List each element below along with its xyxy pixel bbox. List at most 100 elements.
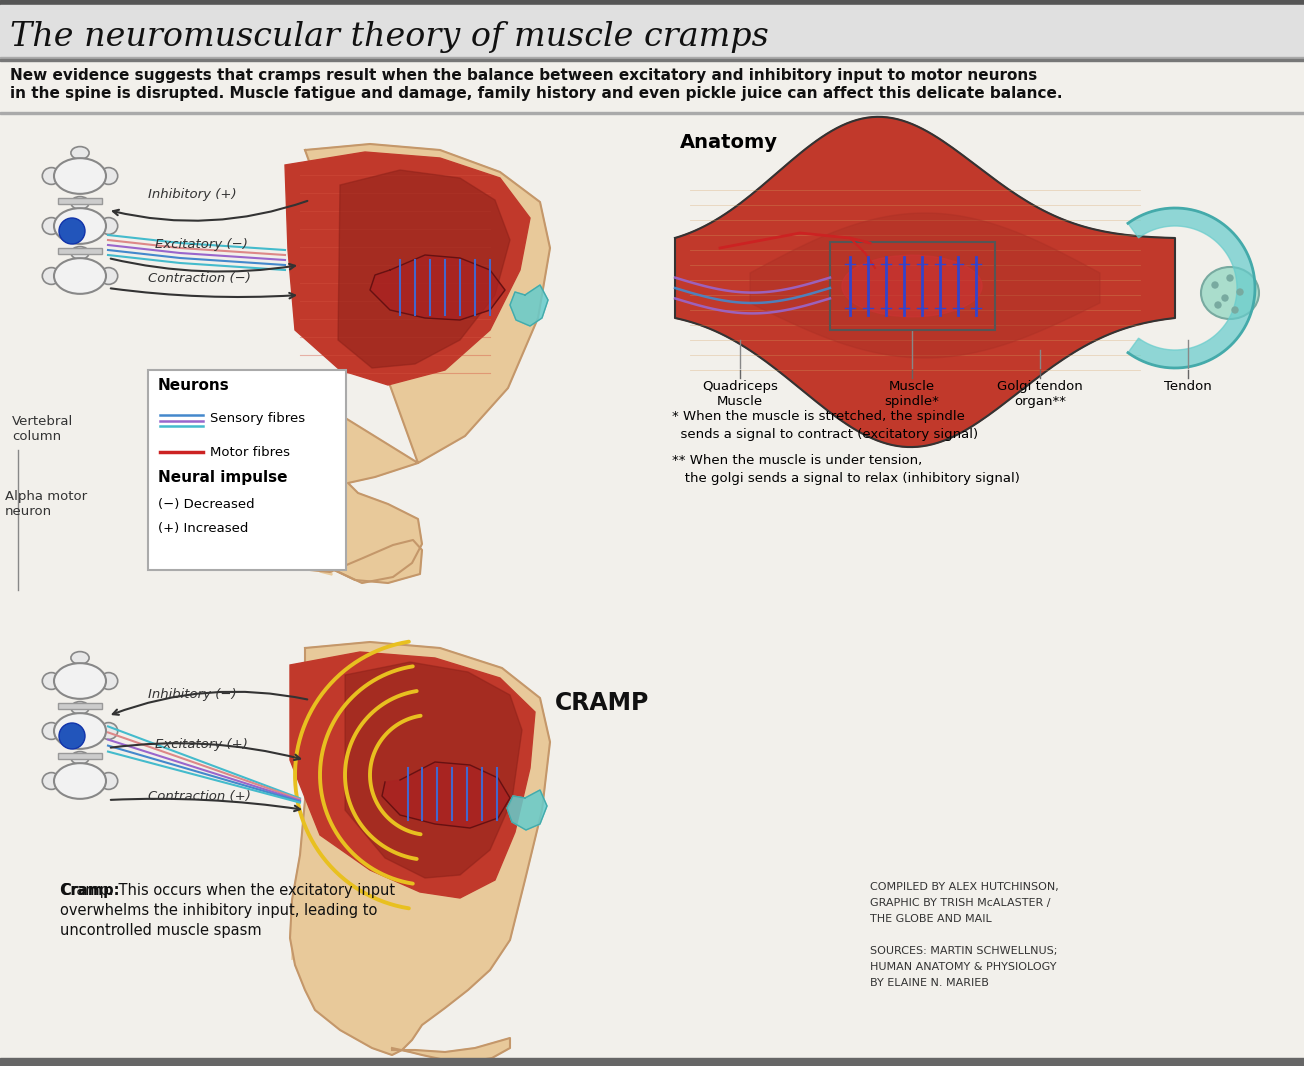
- Text: Vertebral
column: Vertebral column: [12, 415, 73, 443]
- Bar: [0, 56, 1304, 59]
- Polygon shape: [510, 285, 548, 326]
- Ellipse shape: [53, 663, 106, 699]
- Text: * When the muscle is stretched, the spindle: * When the muscle is stretched, the spin…: [672, 410, 965, 423]
- Ellipse shape: [42, 673, 60, 690]
- Text: The neuromuscular theory of muscle cramps: The neuromuscular theory of muscle cramp…: [10, 21, 769, 53]
- Bar: [831, 242, 995, 330]
- Text: (+) Increased: (+) Increased: [158, 522, 248, 535]
- Polygon shape: [299, 520, 333, 575]
- Bar: [0, 5, 1304, 56]
- Polygon shape: [382, 762, 510, 828]
- Polygon shape: [292, 840, 305, 960]
- Text: Inhibitory (−): Inhibitory (−): [147, 688, 236, 701]
- Text: Neural impulse: Neural impulse: [158, 470, 287, 485]
- Text: Neurons: Neurons: [158, 378, 230, 393]
- Polygon shape: [750, 213, 1101, 358]
- Polygon shape: [393, 1038, 510, 1062]
- Bar: [0, 0, 1304, 5]
- Ellipse shape: [70, 246, 89, 259]
- Polygon shape: [370, 255, 505, 320]
- Text: Excitatory (−): Excitatory (−): [155, 238, 248, 251]
- Polygon shape: [289, 652, 535, 898]
- Polygon shape: [346, 662, 522, 878]
- Ellipse shape: [1201, 266, 1258, 319]
- Text: Contraction (+): Contraction (+): [147, 790, 250, 803]
- Text: Cramp:: Cramp:: [60, 883, 120, 898]
- Circle shape: [1237, 289, 1243, 295]
- Bar: [0, 1057, 1304, 1066]
- Text: Sensory fibres: Sensory fibres: [210, 411, 305, 425]
- Circle shape: [1232, 307, 1237, 313]
- Ellipse shape: [42, 167, 60, 184]
- Bar: [0, 112, 1304, 114]
- Bar: [59, 702, 102, 709]
- Bar: [0, 59, 1304, 61]
- Ellipse shape: [99, 723, 117, 740]
- Polygon shape: [289, 642, 550, 1055]
- Text: SOURCES: MARTIN SCHWELLNUS;: SOURCES: MARTIN SCHWELLNUS;: [870, 946, 1058, 956]
- Text: Muscle
spindle*: Muscle spindle*: [884, 379, 939, 408]
- Ellipse shape: [42, 773, 60, 790]
- Polygon shape: [286, 152, 529, 385]
- Ellipse shape: [99, 268, 117, 285]
- Ellipse shape: [70, 651, 89, 664]
- Ellipse shape: [99, 167, 117, 184]
- Text: Golgi tendon
organ**: Golgi tendon organ**: [998, 379, 1082, 408]
- Circle shape: [59, 219, 85, 244]
- Text: Inhibitory (+): Inhibitory (+): [147, 188, 236, 201]
- Text: sends a signal to contract (excitatory signal): sends a signal to contract (excitatory s…: [672, 429, 978, 441]
- Circle shape: [1222, 295, 1228, 301]
- Polygon shape: [338, 169, 510, 368]
- Ellipse shape: [53, 763, 106, 798]
- Ellipse shape: [99, 217, 117, 235]
- Text: Motor fibres: Motor fibres: [210, 446, 289, 459]
- Circle shape: [1211, 282, 1218, 288]
- Ellipse shape: [42, 268, 60, 285]
- Ellipse shape: [42, 217, 60, 235]
- Text: BY ELAINE N. MARIEB: BY ELAINE N. MARIEB: [870, 978, 988, 988]
- Text: Tendon: Tendon: [1164, 379, 1211, 393]
- Circle shape: [1227, 275, 1234, 281]
- Text: in the spine is disrupted. Muscle fatigue and damage, family history and even pi: in the spine is disrupted. Muscle fatigu…: [10, 86, 1063, 101]
- Text: New evidence suggests that cramps result when the balance between excitatory and: New evidence suggests that cramps result…: [10, 68, 1037, 83]
- Text: Cramp: This occurs when the excitatory input: Cramp: This occurs when the excitatory i…: [60, 883, 395, 898]
- Ellipse shape: [53, 208, 106, 244]
- Ellipse shape: [70, 701, 89, 714]
- Text: Quadriceps
Muscle: Quadriceps Muscle: [702, 379, 778, 408]
- Text: GRAPHIC BY TRISH McALASTER /: GRAPHIC BY TRISH McALASTER /: [870, 898, 1051, 908]
- Polygon shape: [675, 117, 1175, 447]
- Text: CRAMP: CRAMP: [556, 691, 649, 715]
- Polygon shape: [507, 790, 546, 830]
- Ellipse shape: [53, 158, 106, 194]
- Bar: [59, 753, 102, 759]
- Ellipse shape: [53, 713, 106, 748]
- Bar: [59, 247, 102, 254]
- Text: uncontrolled muscle spasm: uncontrolled muscle spasm: [60, 923, 262, 938]
- Circle shape: [1215, 302, 1221, 308]
- Circle shape: [59, 723, 85, 749]
- Ellipse shape: [842, 255, 982, 317]
- Text: Contraction (−): Contraction (−): [147, 272, 250, 285]
- Ellipse shape: [42, 723, 60, 740]
- Polygon shape: [1128, 208, 1254, 368]
- Ellipse shape: [99, 773, 117, 790]
- Text: overwhelms the inhibitory input, leading to: overwhelms the inhibitory input, leading…: [60, 903, 377, 918]
- Text: Excitatory (+): Excitatory (+): [155, 738, 248, 752]
- Text: Alpha motor
neuron: Alpha motor neuron: [5, 490, 87, 518]
- Text: (−) Decreased: (−) Decreased: [158, 498, 254, 511]
- Bar: [147, 370, 346, 570]
- Ellipse shape: [99, 673, 117, 690]
- Text: Anatomy: Anatomy: [679, 133, 778, 152]
- Ellipse shape: [70, 752, 89, 764]
- Text: HUMAN ANATOMY & PHYSIOLOGY: HUMAN ANATOMY & PHYSIOLOGY: [870, 962, 1056, 972]
- Text: ** When the muscle is under tension,: ** When the muscle is under tension,: [672, 454, 922, 467]
- Ellipse shape: [53, 258, 106, 294]
- Ellipse shape: [70, 196, 89, 209]
- Text: THE GLOBE AND MAIL: THE GLOBE AND MAIL: [870, 914, 992, 924]
- Text: COMPILED BY ALEX HUTCHINSON,: COMPILED BY ALEX HUTCHINSON,: [870, 882, 1059, 892]
- Polygon shape: [299, 540, 422, 583]
- Ellipse shape: [70, 147, 89, 159]
- Polygon shape: [296, 144, 550, 583]
- Text: the golgi sends a signal to relax (inhibitory signal): the golgi sends a signal to relax (inhib…: [672, 472, 1020, 485]
- Bar: [59, 198, 102, 205]
